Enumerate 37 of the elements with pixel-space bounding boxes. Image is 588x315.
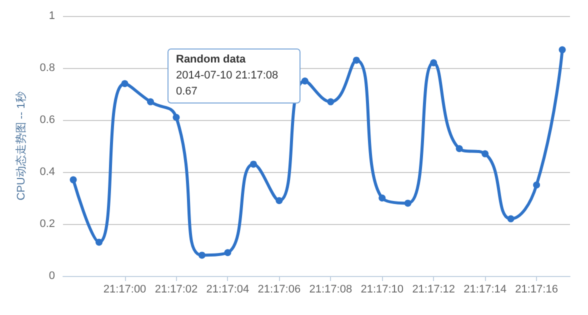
point bbox=[456, 145, 463, 152]
point bbox=[96, 238, 103, 246]
x-tick-label: 21:17:02 bbox=[154, 284, 198, 296]
point bbox=[70, 176, 77, 184]
y-tick-label: 0.2 bbox=[40, 218, 55, 230]
y-tick-label: 1 bbox=[48, 10, 55, 22]
point bbox=[301, 78, 308, 84]
point bbox=[224, 249, 232, 256]
x-tick-label: 21:17:16 bbox=[515, 284, 558, 296]
point bbox=[533, 182, 540, 188]
point bbox=[198, 252, 206, 259]
x-tick-label: 21:17:12 bbox=[412, 284, 456, 296]
x-tick-label: 21:17:10 bbox=[360, 284, 404, 296]
point bbox=[352, 56, 360, 64]
point bbox=[121, 80, 128, 88]
point bbox=[250, 160, 257, 168]
y-tick-label: 0.6 bbox=[40, 114, 55, 126]
x-tick-label: 21:17:08 bbox=[309, 284, 352, 296]
point bbox=[430, 59, 438, 66]
point bbox=[558, 46, 566, 54]
x-tick-label: 21:17:04 bbox=[206, 284, 250, 296]
x-tick-label: 21:17:06 bbox=[258, 284, 301, 296]
y-tick-label: 0.8 bbox=[40, 62, 55, 74]
point bbox=[147, 98, 154, 106]
point bbox=[404, 200, 412, 207]
x-tick-label: 21:17:00 bbox=[103, 284, 146, 296]
y-tick-label: 0 bbox=[48, 270, 55, 282]
point bbox=[327, 98, 334, 106]
point bbox=[482, 150, 489, 158]
y-axis-title: CPU动态走势图 -- 1秒 bbox=[14, 92, 28, 200]
x-tick-label: 21:17:14 bbox=[464, 284, 506, 296]
point bbox=[276, 197, 283, 204]
point bbox=[507, 215, 514, 222]
point bbox=[172, 114, 180, 121]
point bbox=[378, 194, 386, 202]
annotation: Random data 2014-07-10 21:17:08 0.67 bbox=[176, 54, 278, 98]
y-tick-label: 0.4 bbox=[40, 166, 55, 178]
